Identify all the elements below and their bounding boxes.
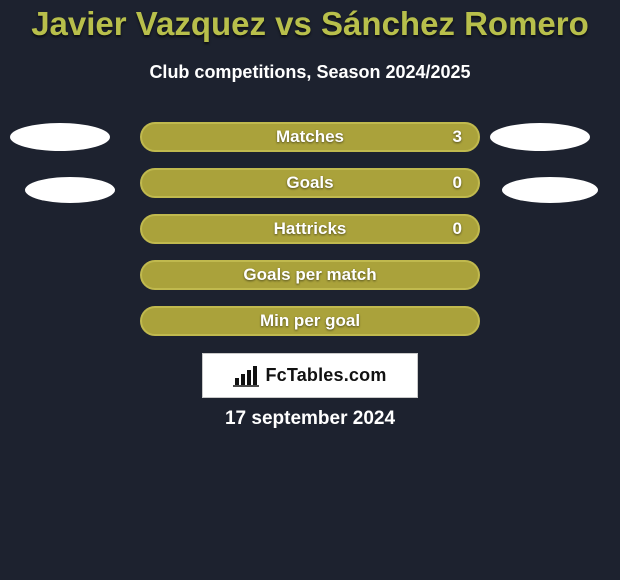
stat-bar-value: 0 (453, 173, 462, 193)
stat-bar-label: Min per goal (142, 311, 478, 331)
stat-bar: Matches3 (140, 122, 480, 152)
comparison-infographic: Javier Vazquez vs Sánchez Romero Club com… (0, 0, 620, 580)
bar-chart-icon (233, 365, 259, 387)
stat-bar: Hattricks0 (140, 214, 480, 244)
page-subtitle: Club competitions, Season 2024/2025 (0, 62, 620, 83)
stat-bar-label: Goals (142, 173, 478, 193)
stat-bar-label: Matches (142, 127, 478, 147)
stat-bar: Goals0 (140, 168, 480, 198)
stat-bar-value: 3 (453, 127, 462, 147)
decor-ellipse (490, 123, 590, 151)
source-logo-text: FcTables.com (265, 365, 386, 386)
page-title: Javier Vazquez vs Sánchez Romero (0, 5, 620, 43)
stat-bar-label: Goals per match (142, 265, 478, 285)
decor-ellipse (10, 123, 110, 151)
stat-bar-label: Hattricks (142, 219, 478, 239)
source-logo: FcTables.com (202, 353, 418, 398)
decor-ellipse (25, 177, 115, 203)
decor-ellipse (502, 177, 598, 203)
stat-bar-value: 0 (453, 219, 462, 239)
stat-bar: Goals per match (140, 260, 480, 290)
stat-bar: Min per goal (140, 306, 480, 336)
generated-date: 17 september 2024 (0, 408, 620, 430)
